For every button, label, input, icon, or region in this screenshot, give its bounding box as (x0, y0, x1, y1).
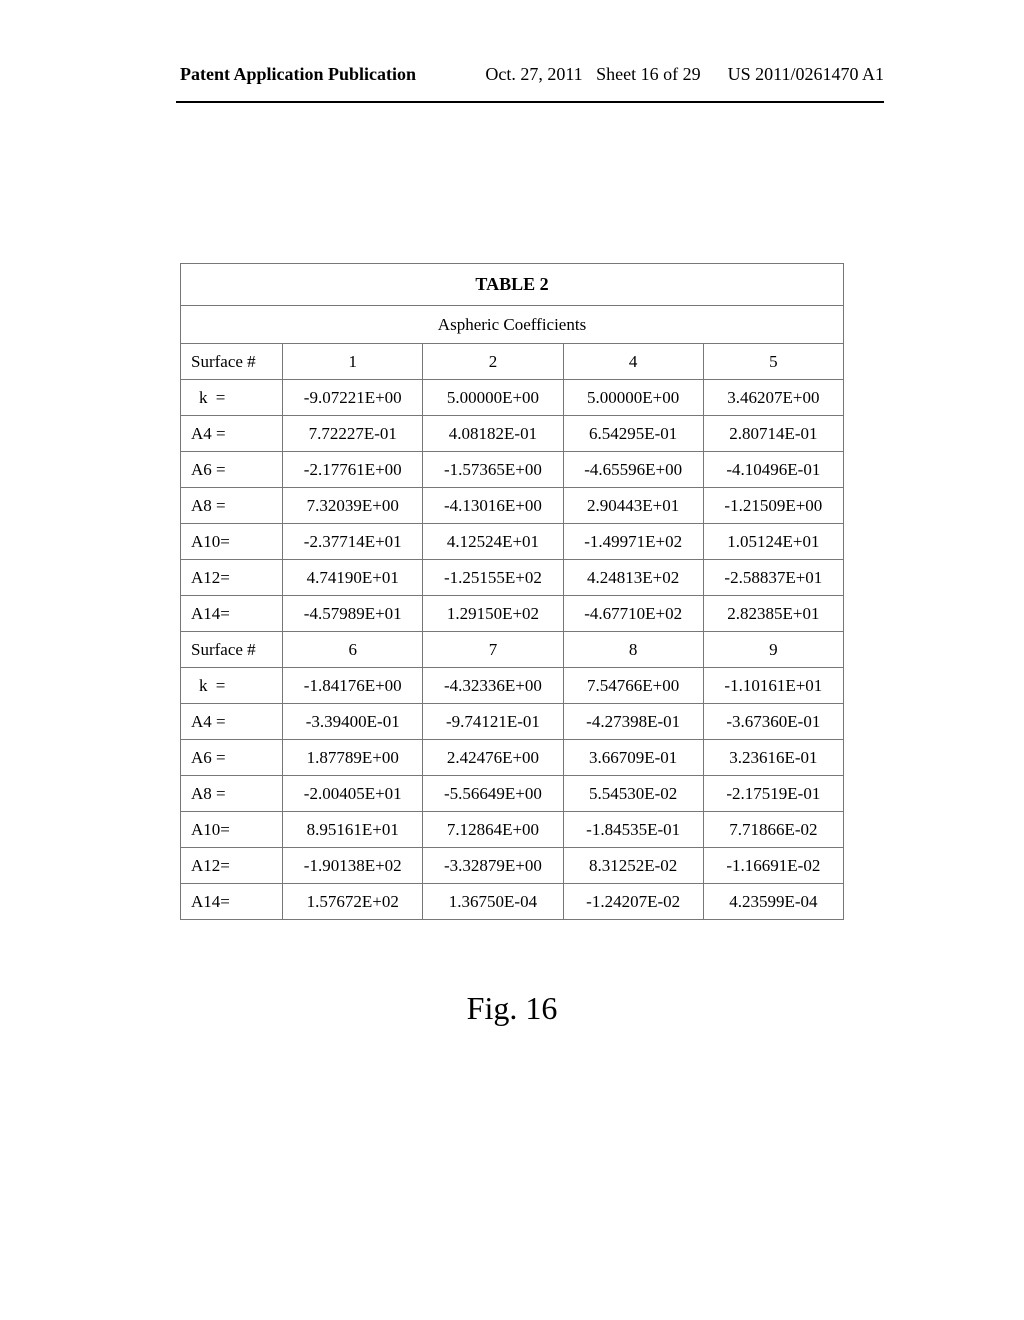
cell: 4.08182E-01 (423, 416, 563, 452)
cell: 7.12864E+00 (423, 812, 563, 848)
row-label: A6 = (181, 452, 283, 488)
header-pubno: US 2011/0261470 A1 (728, 64, 884, 84)
cell: -2.00405E+01 (283, 776, 423, 812)
cell: -1.84535E-01 (563, 812, 703, 848)
col-header: 6 (283, 632, 423, 668)
cell: -1.24207E-02 (563, 884, 703, 920)
cell: -1.84176E+00 (283, 668, 423, 704)
cell: 7.32039E+00 (283, 488, 423, 524)
surface-label: Surface # (181, 344, 283, 380)
row-label: A8 = (181, 488, 283, 524)
cell: 2.90443E+01 (563, 488, 703, 524)
cell: 6.54295E-01 (563, 416, 703, 452)
cell: -2.58837E+01 (703, 560, 843, 596)
cell: -9.07221E+00 (283, 380, 423, 416)
cell: -2.37714E+01 (283, 524, 423, 560)
cell: 1.57672E+02 (283, 884, 423, 920)
cell: 4.24813E+02 (563, 560, 703, 596)
cell: 7.54766E+00 (563, 668, 703, 704)
table-subtitle: Aspheric Coefficients (181, 306, 844, 344)
cell: -1.57365E+00 (423, 452, 563, 488)
row-label: A8 = (181, 776, 283, 812)
cell: -4.57989E+01 (283, 596, 423, 632)
cell: 5.54530E-02 (563, 776, 703, 812)
row-label: A6 = (181, 740, 283, 776)
page-header: Patent Application Publication Oct. 27, … (0, 0, 1024, 95)
cell: 5.00000E+00 (563, 380, 703, 416)
cell: -4.27398E-01 (563, 704, 703, 740)
cell: -1.90138E+02 (283, 848, 423, 884)
header-divider (176, 101, 884, 103)
cell: 5.00000E+00 (423, 380, 563, 416)
cell: 1.29150E+02 (423, 596, 563, 632)
header-sheet: Sheet 16 of 29 (596, 64, 700, 84)
col-header: 8 (563, 632, 703, 668)
header-left: Patent Application Publication (180, 64, 416, 85)
row-label: A10= (181, 524, 283, 560)
surface-label: Surface # (181, 632, 283, 668)
cell: 8.31252E-02 (563, 848, 703, 884)
cell: -4.65596E+00 (563, 452, 703, 488)
cell: -1.49971E+02 (563, 524, 703, 560)
cell: 1.87789E+00 (283, 740, 423, 776)
cell: -1.25155E+02 (423, 560, 563, 596)
cell: 7.71866E-02 (703, 812, 843, 848)
row-label: k = (181, 668, 283, 704)
cell: -3.67360E-01 (703, 704, 843, 740)
cell: -1.16691E-02 (703, 848, 843, 884)
cell: -3.39400E-01 (283, 704, 423, 740)
row-label: A4 = (181, 416, 283, 452)
cell: 3.23616E-01 (703, 740, 843, 776)
col-header: 2 (423, 344, 563, 380)
figure-caption: Fig. 16 (0, 990, 1024, 1027)
row-label: k = (181, 380, 283, 416)
header-date: Oct. 27, 2011 (485, 64, 582, 84)
row-label: A12= (181, 560, 283, 596)
aspheric-table: TABLE 2 Aspheric Coefficients Surface # … (180, 263, 844, 920)
cell: -4.13016E+00 (423, 488, 563, 524)
cell: -3.32879E+00 (423, 848, 563, 884)
col-header: 1 (283, 344, 423, 380)
row-label: A4 = (181, 704, 283, 740)
cell: 4.12524E+01 (423, 524, 563, 560)
row-label: A14= (181, 884, 283, 920)
cell: 2.82385E+01 (703, 596, 843, 632)
cell: -4.10496E-01 (703, 452, 843, 488)
cell: -5.56649E+00 (423, 776, 563, 812)
cell: 2.80714E-01 (703, 416, 843, 452)
col-header: 4 (563, 344, 703, 380)
table-title: TABLE 2 (181, 264, 844, 306)
cell: 1.36750E-04 (423, 884, 563, 920)
cell: -4.67710E+02 (563, 596, 703, 632)
cell: 3.66709E-01 (563, 740, 703, 776)
cell: 4.23599E-04 (703, 884, 843, 920)
row-label: A12= (181, 848, 283, 884)
cell: -2.17761E+00 (283, 452, 423, 488)
col-header: 5 (703, 344, 843, 380)
col-header: 7 (423, 632, 563, 668)
cell: -9.74121E-01 (423, 704, 563, 740)
cell: 3.46207E+00 (703, 380, 843, 416)
cell: 4.74190E+01 (283, 560, 423, 596)
cell: -2.17519E-01 (703, 776, 843, 812)
cell: -4.32336E+00 (423, 668, 563, 704)
cell: -1.10161E+01 (703, 668, 843, 704)
cell: 8.95161E+01 (283, 812, 423, 848)
cell: -1.21509E+00 (703, 488, 843, 524)
cell: 7.72227E-01 (283, 416, 423, 452)
row-label: A10= (181, 812, 283, 848)
cell: 1.05124E+01 (703, 524, 843, 560)
header-right: Oct. 27, 2011 Sheet 16 of 29 US 2011/026… (485, 64, 884, 85)
table-wrapper: TABLE 2 Aspheric Coefficients Surface # … (180, 263, 844, 920)
cell: 2.42476E+00 (423, 740, 563, 776)
col-header: 9 (703, 632, 843, 668)
row-label: A14= (181, 596, 283, 632)
